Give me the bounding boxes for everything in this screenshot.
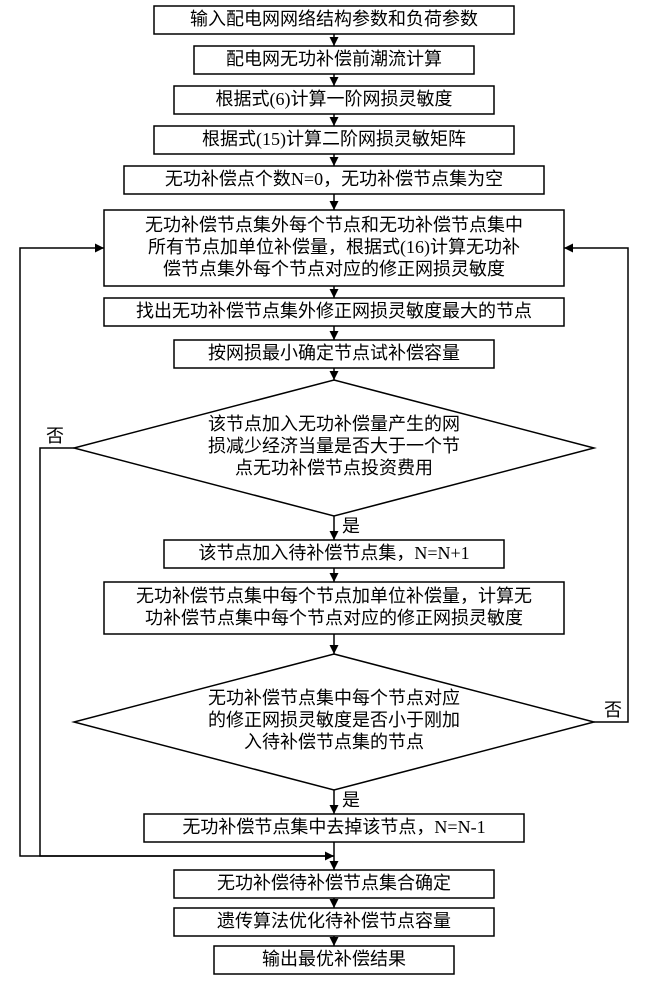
svg-text:入待补偿节点集的节点: 入待补偿节点集的节点 [244, 732, 424, 752]
svg-text:该节点加入无功补偿量产生的网: 该节点加入无功补偿量产生的网 [208, 414, 460, 434]
svg-text:遗传算法优化待补偿节点容量: 遗传算法优化待补偿节点容量 [217, 911, 451, 931]
svg-text:无功补偿点个数N=0，无功补偿节点集为空: 无功补偿点个数N=0，无功补偿节点集为空 [165, 169, 503, 189]
svg-text:点无功补偿节点投资费用: 点无功补偿节点投资费用 [235, 458, 433, 478]
text-n7: 找出无功补偿节点集外修正网损灵敏度最大的节点 [136, 301, 532, 321]
d1-no-label: 否 [46, 426, 64, 446]
text-n1: 输入配电网网络结构参数和负荷参数 [190, 9, 478, 29]
text-n3: 根据式(6)计算一阶网损灵敏度 [216, 89, 453, 110]
text-d1: 该节点加入无功补偿量产生的网损减少经济当量是否大于一个节点无功补偿节点投资费用 [208, 414, 460, 478]
d2-no-label: 否 [604, 700, 622, 720]
text-n12: 无功补偿待补偿节点集合确定 [217, 873, 451, 893]
svg-text:无功补偿节点集中去掉该节点，N=N-1: 无功补偿节点集中去掉该节点，N=N-1 [182, 817, 485, 837]
svg-text:输出最优补偿结果: 输出最优补偿结果 [262, 949, 406, 969]
flow-edge [564, 248, 628, 722]
text-n14: 输出最优补偿结果 [262, 949, 406, 969]
text-n9: 该节点加入待补偿节点集，N=N+1 [198, 543, 469, 563]
svg-text:输入配电网网络结构参数和负荷参数: 输入配电网网络结构参数和负荷参数 [190, 9, 478, 29]
svg-text:无功补偿待补偿节点集合确定: 无功补偿待补偿节点集合确定 [217, 873, 451, 893]
svg-text:根据式(15)计算二阶网损灵敏矩阵: 根据式(15)计算二阶网损灵敏矩阵 [202, 129, 466, 150]
svg-text:找出无功补偿节点集外修正网损灵敏度最大的节点: 找出无功补偿节点集外修正网损灵敏度最大的节点 [136, 301, 532, 321]
d1-yes-label: 是 [342, 516, 360, 536]
svg-text:根据式(6)计算一阶网损灵敏度: 根据式(6)计算一阶网损灵敏度 [216, 89, 453, 110]
text-n6: 无功补偿节点集外每个节点和无功补偿节点集中所有节点加单位补偿量，根据式(16)计… [145, 215, 523, 279]
text-n5: 无功补偿点个数N=0，无功补偿节点集为空 [165, 169, 503, 189]
text-n2: 配电网无功补偿前潮流计算 [226, 49, 442, 69]
flow-edge [40, 448, 334, 856]
text-d2: 无功补偿节点集中每个节点对应的修正网损灵敏度是否小于刚加入待补偿节点集的节点 [208, 688, 460, 752]
svg-text:偿节点集外每个节点对应的修正网损灵敏度: 偿节点集外每个节点对应的修正网损灵敏度 [163, 259, 505, 279]
svg-text:损减少经济当量是否大于一个节: 损减少经济当量是否大于一个节 [208, 436, 460, 456]
svg-text:按网损最小确定节点试补偿容量: 按网损最小确定节点试补偿容量 [208, 343, 460, 363]
text-n10: 无功补偿节点集中每个节点加单位补偿量，计算无功补偿节点集中每个节点对应的修正网损… [136, 586, 532, 628]
svg-text:所有节点加单位补偿量，根据式(16)计算无功补: 所有节点加单位补偿量，根据式(16)计算无功补 [148, 237, 520, 258]
text-n11: 无功补偿节点集中去掉该节点，N=N-1 [182, 817, 485, 837]
text-n4: 根据式(15)计算二阶网损灵敏矩阵 [202, 129, 466, 150]
text-n8: 按网损最小确定节点试补偿容量 [208, 343, 460, 363]
svg-text:功补偿节点集中每个节点对应的修正网损灵敏度: 功补偿节点集中每个节点对应的修正网损灵敏度 [145, 608, 523, 628]
svg-text:无功补偿节点集中每个节点加单位补偿量，计算无: 无功补偿节点集中每个节点加单位补偿量，计算无 [136, 586, 532, 606]
svg-text:无功补偿节点集外每个节点和无功补偿节点集中: 无功补偿节点集外每个节点和无功补偿节点集中 [145, 215, 523, 235]
svg-text:无功补偿节点集中每个节点对应: 无功补偿节点集中每个节点对应 [208, 688, 460, 708]
text-n13: 遗传算法优化待补偿节点容量 [217, 911, 451, 931]
svg-text:配电网无功补偿前潮流计算: 配电网无功补偿前潮流计算 [226, 49, 442, 69]
svg-text:该节点加入待补偿节点集，N=N+1: 该节点加入待补偿节点集，N=N+1 [198, 543, 469, 563]
d2-yes-label: 是 [342, 790, 360, 810]
svg-text:的修正网损灵敏度是否小于刚加: 的修正网损灵敏度是否小于刚加 [208, 710, 460, 730]
